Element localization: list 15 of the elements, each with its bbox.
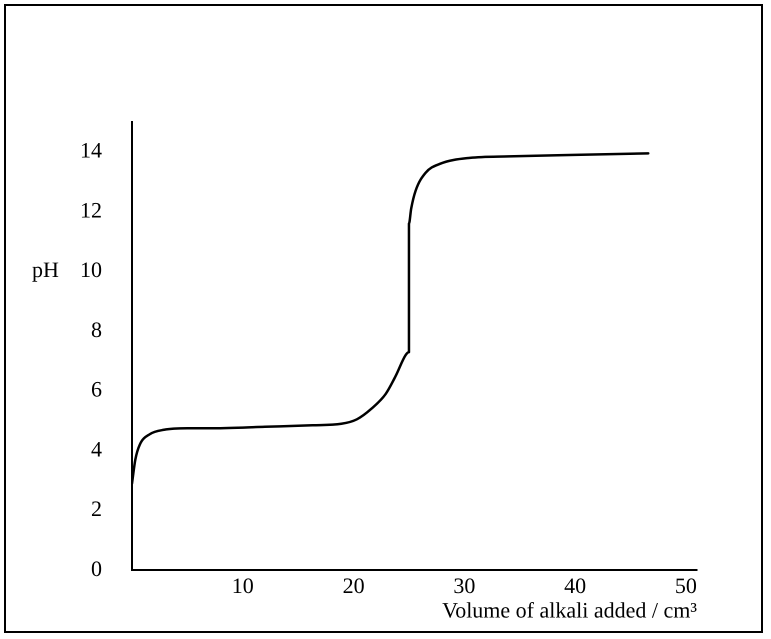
x-tick-label: 30	[453, 573, 476, 598]
y-tick-label: 4	[91, 436, 102, 462]
y-tick-label: 0	[91, 556, 102, 581]
y-tick-label: 10	[80, 257, 102, 282]
y-tick-label: 14	[80, 138, 102, 163]
y-axis-title: pH	[32, 257, 59, 282]
y-tick-label: 6	[91, 376, 102, 402]
x-axis-title: Volume of alkali added / cm³	[442, 598, 698, 623]
x-tick-label: 50	[674, 573, 697, 598]
x-tick-label: 40	[564, 573, 586, 598]
y-tick-label: 12	[80, 197, 102, 222]
y-tick-label: 2	[91, 496, 102, 522]
y-tick-label: 8	[91, 316, 102, 342]
x-tick-label: 20	[342, 573, 365, 598]
x-tick-label: 10	[232, 573, 254, 598]
